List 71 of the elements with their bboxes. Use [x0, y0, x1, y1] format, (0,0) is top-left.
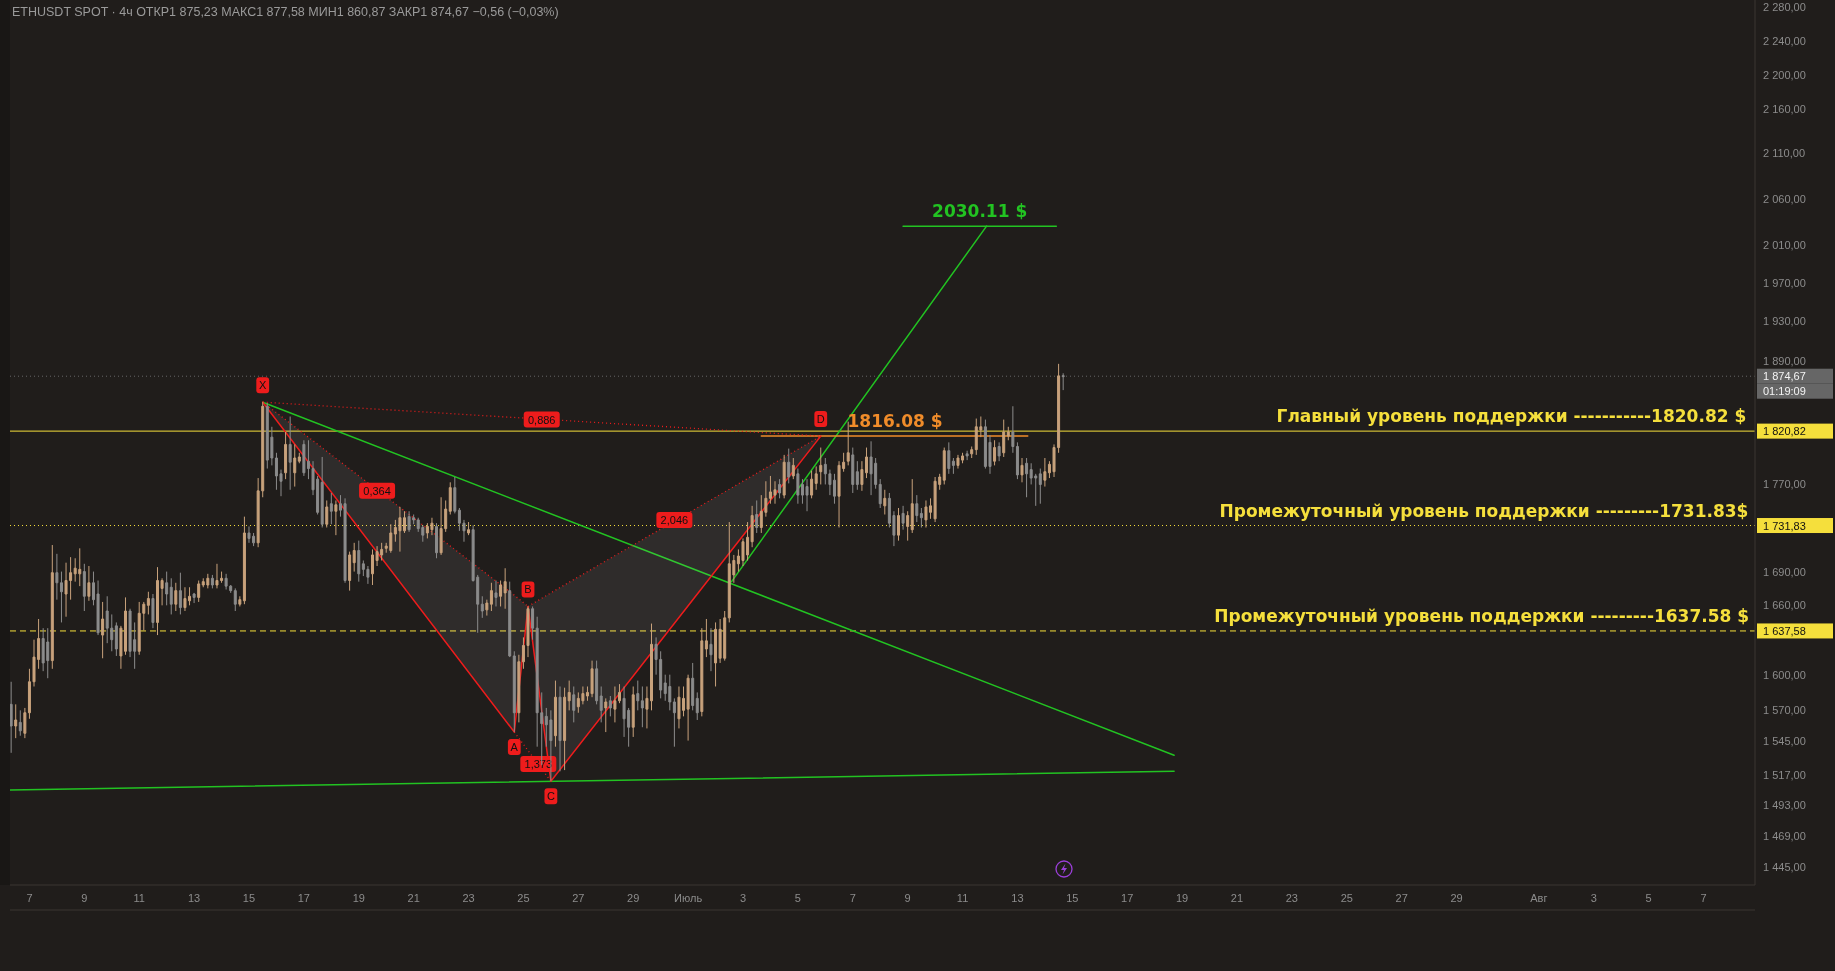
ref-line-label: 1 820,82: [1763, 425, 1806, 438]
annotation: 2030.11 $: [932, 201, 1028, 222]
data-label: B: [524, 583, 532, 596]
x-tick-label: 3: [1590, 891, 1597, 904]
x-tick-label: 29: [627, 891, 640, 904]
x-tick-label: 5: [794, 891, 801, 904]
x-tick-label: 11: [133, 891, 145, 904]
data-label: X: [259, 379, 268, 392]
x-tick-label: 17: [1121, 891, 1134, 904]
y-tick-label: 1 545,00: [1763, 734, 1806, 747]
x-tick-label: Авг: [1530, 891, 1548, 904]
y-tick-label: 2 200,00: [1763, 68, 1806, 81]
x-tick-label: 9: [81, 891, 88, 904]
y-tick-label: 1 930,00: [1763, 315, 1806, 328]
x-tick-label: 21: [407, 891, 420, 904]
x-tick-label: 7: [26, 891, 33, 904]
x-tick-label: 5: [1645, 891, 1652, 904]
x-tick-label: 27: [1395, 891, 1408, 904]
x-tick-label: 17: [297, 891, 311, 904]
annotation: Промежуточный уровень поддержки ---------1637.58 $: [1214, 605, 1750, 626]
ref-line-label: 1 731,83: [1763, 519, 1806, 532]
ref-line-label: 1 874,67: [1763, 370, 1806, 383]
x-tick-label: 19: [352, 891, 365, 904]
annotation: 0,886: [527, 413, 556, 426]
text: 01:19:09: [1763, 385, 1806, 398]
data-label: C: [546, 790, 555, 803]
y-tick-label: 1 493,00: [1763, 799, 1806, 812]
y-tick-label: 1 445,00: [1763, 860, 1806, 873]
y-tick-label: 1 570,00: [1763, 704, 1806, 717]
y-tick-label: 2 160,00: [1763, 103, 1806, 116]
x-tick-label: 9: [904, 891, 911, 904]
x-tick-label: 19: [1175, 891, 1189, 904]
data-label: A: [510, 741, 519, 754]
y-tick-label: 2 240,00: [1763, 34, 1806, 47]
ref-line-label: 1 637,58: [1763, 624, 1806, 637]
y-tick-label: 1 469,00: [1763, 829, 1806, 842]
chart-title: ETHUSDT SPOT · 4ч ОТКР1 875,23 МАКС1 877,58 МИН1 860,87 ЗАКР1 874,67 −0,56 (−0,03%): [12, 5, 559, 19]
x-tick-label: 15: [242, 891, 256, 904]
x-tick-label: Июль: [674, 891, 703, 904]
annotation: 2,046: [660, 513, 689, 526]
y-tick-label: 1 517,00: [1763, 769, 1806, 782]
y-tick-label: 2 010,00: [1763, 238, 1806, 251]
x-tick-label: 13: [187, 891, 201, 904]
x-tick-label: 25: [1340, 891, 1353, 904]
y-tick-label: 1 660,00: [1763, 599, 1806, 612]
annotation: 1,373: [524, 757, 553, 770]
x-tick-label: 7: [849, 891, 856, 904]
x-tick-label: 23: [1285, 891, 1298, 904]
data-label: D: [816, 413, 825, 426]
x-tick-label: 25: [517, 891, 530, 904]
y-tick-label: 1 600,00: [1763, 668, 1806, 681]
y-tick-label: 2 280,00: [1763, 1, 1806, 14]
x-tick-label: 13: [1011, 891, 1024, 904]
y-tick-label: 1 690,00: [1763, 565, 1806, 578]
y-tick-label: 1 970,00: [1763, 276, 1806, 289]
x-tick-label: 3: [739, 891, 747, 904]
x-tick-label: 29: [1450, 891, 1463, 904]
y-tick-label: 2 110,00: [1763, 147, 1806, 160]
annotation: Промежуточный уровень поддержки ---------1731.83$: [1219, 500, 1749, 521]
x-tick-label: 23: [462, 891, 475, 904]
y-tick-label: 1 770,00: [1763, 478, 1806, 491]
x-tick-label: 11: [956, 891, 969, 904]
x-tick-label: 7: [1700, 891, 1707, 904]
x-tick-label: 21: [1230, 891, 1244, 904]
y-tick-label: 2 060,00: [1763, 192, 1806, 205]
annotation: Главный уровень поддержки -----------1820.82 $: [1276, 406, 1747, 427]
y-tick-label: 1 890,00: [1763, 354, 1806, 367]
annotation: 1816.08 $: [847, 411, 943, 432]
x-tick-label: 27: [572, 891, 585, 904]
x-tick-label: 15: [1066, 891, 1079, 904]
annotation: 0,364: [363, 484, 391, 497]
